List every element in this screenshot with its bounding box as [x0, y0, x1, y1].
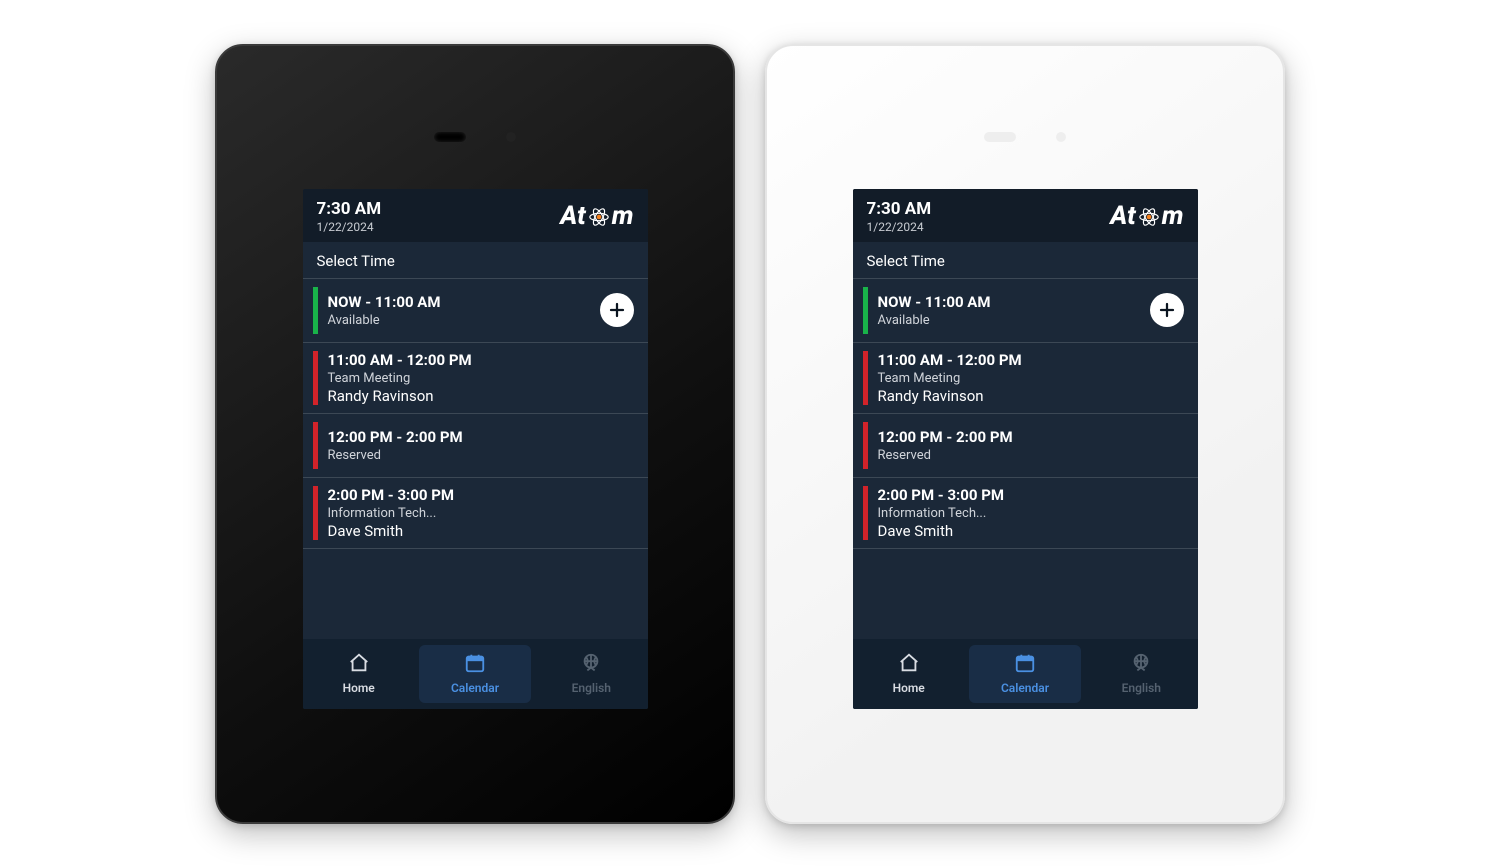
timeslot-row[interactable]: 11:00 AM - 12:00 PM Team Meeting Randy R…: [853, 343, 1198, 414]
slot-time: 2:00 PM - 3:00 PM: [878, 486, 1188, 504]
timeslot-row[interactable]: NOW - 11:00 AM Available: [853, 279, 1198, 343]
timeslot-row[interactable]: 2:00 PM - 3:00 PM Information Tech... Da…: [853, 478, 1198, 549]
header: 7:30 AM 1/22/2024 At m: [853, 189, 1198, 242]
slot-time: 2:00 PM - 3:00 PM: [328, 486, 638, 504]
slot-time: NOW - 11:00 AM: [328, 293, 600, 311]
add-button[interactable]: [1150, 293, 1184, 327]
speaker-slot: [434, 132, 466, 142]
logo-text-2: m: [1162, 201, 1184, 231]
camera-dot: [506, 132, 516, 142]
clock-date: 1/22/2024: [317, 220, 382, 234]
tabbar: Home Calendar English: [853, 639, 1198, 709]
status-bar: [313, 486, 318, 540]
tab-label: Home: [893, 681, 925, 695]
camera-dot: [1056, 132, 1066, 142]
home-icon: [348, 652, 370, 677]
timeslot-row[interactable]: 2:00 PM - 3:00 PM Information Tech... Da…: [303, 478, 648, 549]
clock-time: 7:30 AM: [317, 199, 382, 219]
speaker-slot: [984, 132, 1016, 142]
atom-icon: [1138, 205, 1160, 227]
slot-organizer: Randy Ravinson: [328, 387, 638, 405]
status-bar: [863, 486, 868, 540]
slot-time: 11:00 AM - 12:00 PM: [878, 351, 1188, 369]
slot-title: Reserved: [878, 448, 1188, 463]
logo-text-1: At: [1110, 201, 1135, 231]
slot-time: 12:00 PM - 2:00 PM: [328, 428, 638, 446]
sensor-bar: [984, 132, 1066, 142]
slot-title: Available: [328, 313, 600, 328]
language-icon: [580, 652, 602, 677]
tab-home[interactable]: Home: [853, 639, 965, 709]
timeslot-row[interactable]: 11:00 AM - 12:00 PM Team Meeting Randy R…: [303, 343, 648, 414]
tab-language[interactable]: English: [1085, 639, 1197, 709]
slot-title: Team Meeting: [328, 371, 638, 386]
sensor-bar: [434, 132, 516, 142]
timeslot-row[interactable]: 12:00 PM - 2:00 PM Reserved: [853, 414, 1198, 478]
slot-title: Information Tech...: [328, 506, 638, 521]
screen: 7:30 AM 1/22/2024 At m Select Time NOW -…: [303, 189, 648, 709]
logo-text-1: At: [560, 201, 585, 231]
tab-language[interactable]: English: [535, 639, 647, 709]
calendar-icon: [464, 652, 486, 677]
timeslot-list: NOW - 11:00 AM Available 11:00 AM - 12:0…: [303, 279, 648, 639]
home-icon: [898, 652, 920, 677]
brand-logo: At m: [560, 201, 633, 231]
clock-date: 1/22/2024: [867, 220, 932, 234]
brand-logo: At m: [1110, 201, 1183, 231]
slot-time: 12:00 PM - 2:00 PM: [878, 428, 1188, 446]
slot-time: 11:00 AM - 12:00 PM: [328, 351, 638, 369]
slot-title: Information Tech...: [878, 506, 1188, 521]
clock-time: 7:30 AM: [867, 199, 932, 219]
header-datetime: 7:30 AM 1/22/2024: [317, 199, 382, 234]
section-title: Select Time: [303, 242, 648, 279]
calendar-icon: [1014, 652, 1036, 677]
slot-organizer: Dave Smith: [878, 522, 1188, 540]
slot-title: Team Meeting: [878, 371, 1188, 386]
language-icon: [1130, 652, 1152, 677]
atom-icon: [588, 205, 610, 227]
status-bar: [863, 287, 868, 334]
slot-organizer: Randy Ravinson: [878, 387, 1188, 405]
add-button[interactable]: [600, 293, 634, 327]
header: 7:30 AM 1/22/2024 At m: [303, 189, 648, 242]
timeslot-list: NOW - 11:00 AM Available 11:00 AM - 12:0…: [853, 279, 1198, 639]
tab-calendar[interactable]: Calendar: [419, 645, 531, 703]
section-title: Select Time: [853, 242, 1198, 279]
status-bar: [313, 422, 318, 469]
tab-home[interactable]: Home: [303, 639, 415, 709]
tab-label: English: [1122, 681, 1161, 695]
slot-title: Reserved: [328, 448, 638, 463]
logo-text-2: m: [612, 201, 634, 231]
status-bar: [863, 422, 868, 469]
tab-label: Calendar: [1001, 681, 1049, 695]
tab-label: Calendar: [451, 681, 499, 695]
tabbar: Home Calendar English: [303, 639, 648, 709]
slot-time: NOW - 11:00 AM: [878, 293, 1150, 311]
status-bar: [313, 287, 318, 334]
timeslot-row[interactable]: 12:00 PM - 2:00 PM Reserved: [303, 414, 648, 478]
header-datetime: 7:30 AM 1/22/2024: [867, 199, 932, 234]
tab-label: English: [572, 681, 611, 695]
tab-label: Home: [343, 681, 375, 695]
slot-title: Available: [878, 313, 1150, 328]
device-dark: 7:30 AM 1/22/2024 At m Select Time NOW -…: [215, 44, 735, 824]
slot-organizer: Dave Smith: [328, 522, 638, 540]
status-bar: [863, 351, 868, 405]
timeslot-row[interactable]: NOW - 11:00 AM Available: [303, 279, 648, 343]
status-bar: [313, 351, 318, 405]
tab-calendar[interactable]: Calendar: [969, 645, 1081, 703]
screen: 7:30 AM 1/22/2024 At m Select Time NOW -…: [853, 189, 1198, 709]
device-light: 7:30 AM 1/22/2024 At m Select Time NOW -…: [765, 44, 1285, 824]
